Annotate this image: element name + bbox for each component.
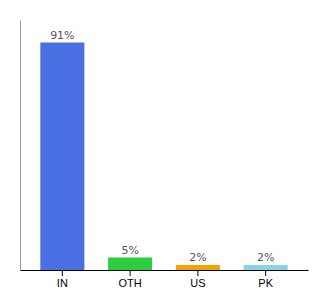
data-label: 91% (50, 29, 74, 42)
bars (40, 43, 287, 271)
x-tick-mark (130, 270, 131, 276)
x-tick-mark (197, 270, 198, 276)
x-tick: IN (57, 270, 68, 289)
y-axis-line (20, 21, 21, 271)
y-axis (20, 21, 21, 271)
bar (108, 258, 152, 271)
x-tick: OTH (119, 270, 142, 289)
data-label: 2% (257, 251, 274, 264)
x-tick-mark (265, 270, 266, 276)
bar (176, 265, 220, 270)
data-label: 5% (121, 244, 138, 257)
bar (244, 265, 288, 270)
x-tick-label: US (190, 277, 205, 289)
x-tick-label: PK (258, 277, 273, 289)
x-tick-label: OTH (119, 277, 142, 289)
data-labels: 91% 5% 2% 2% (50, 29, 274, 265)
chart: IN OTH US PK 91% 5% 2% 2% (0, 0, 320, 300)
bar (40, 43, 84, 271)
x-axis: IN OTH US PK (21, 270, 309, 289)
x-tick-mark (62, 270, 63, 276)
plot: IN OTH US PK 91% 5% 2% 2% (21, 21, 309, 289)
data-label: 2% (189, 251, 206, 264)
x-tick: PK (258, 270, 273, 289)
x-tick: US (190, 270, 205, 289)
x-tick-label: IN (57, 277, 68, 289)
